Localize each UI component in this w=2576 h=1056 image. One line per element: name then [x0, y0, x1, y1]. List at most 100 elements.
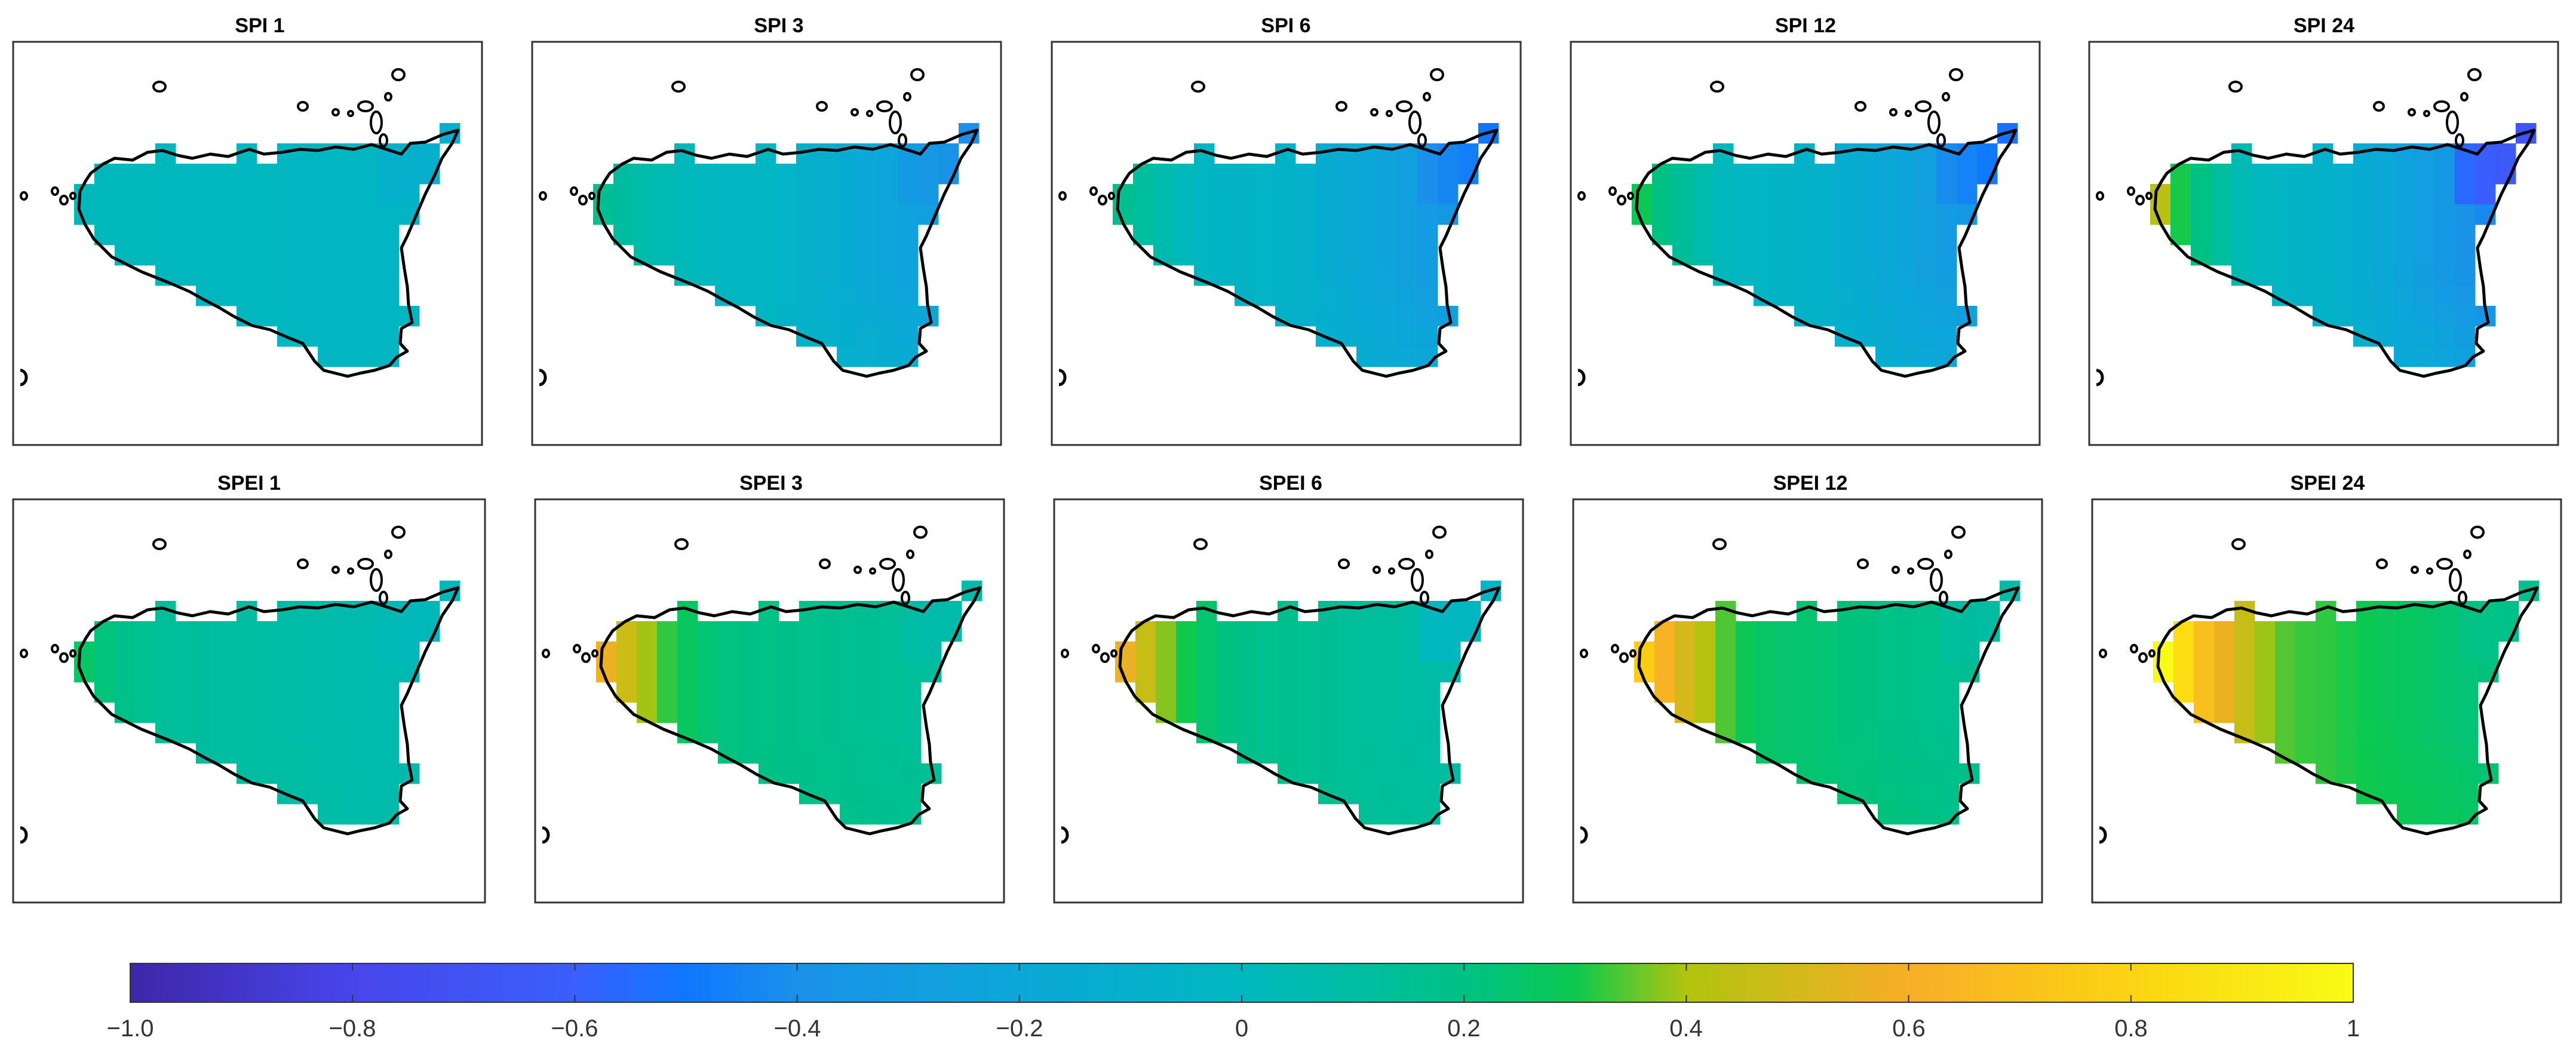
grid-cell: [2316, 641, 2336, 662]
grid-cell: [1898, 763, 1919, 784]
grid-cell: [2437, 784, 2458, 805]
grid-cell: [695, 184, 716, 205]
grid-cell: [2211, 204, 2232, 225]
grid-cell: [1135, 662, 1156, 683]
grid-cell: [695, 164, 716, 185]
grid-cell: [1196, 621, 1217, 642]
grid-cell: [2434, 184, 2455, 205]
grid-cell: [2397, 682, 2418, 703]
grid-cell: [2292, 164, 2313, 185]
grid-cell: [1837, 763, 1858, 784]
grid-cell: [338, 346, 359, 367]
grid-cell: [2455, 265, 2476, 286]
grid-cell: [677, 621, 698, 642]
map-frame: [2091, 498, 2562, 904]
grid-cell: [756, 164, 776, 185]
grid-cell: [698, 662, 719, 683]
grid-cell: [1715, 621, 1736, 642]
grid-cell: [2374, 225, 2394, 245]
grid-cell: [1878, 682, 1899, 703]
grid-cell: [2374, 286, 2394, 306]
grid-cell: [1440, 641, 1461, 662]
grid-cell: [257, 682, 278, 703]
grid-cell: [735, 184, 756, 205]
grid-cell: [1153, 204, 1174, 225]
grid-cell: [2417, 743, 2438, 764]
grid-cell: [1417, 225, 1438, 245]
grid-cell: [2455, 306, 2476, 327]
grid-cell: [738, 641, 759, 662]
grid-cell: [176, 723, 196, 744]
grid-cell: [1420, 621, 1441, 642]
grid-cell: [901, 641, 922, 662]
grid-cell: [1776, 621, 1797, 642]
grid-cell: [1316, 286, 1337, 306]
map-frame: [1053, 498, 1524, 904]
grid-cell: [216, 702, 237, 723]
grid-cell: [1936, 306, 1957, 327]
small-island-outline: [1193, 538, 1208, 550]
grid-cell: [1794, 184, 1815, 205]
small-island-outline: [2467, 68, 2482, 81]
small-island-outline: [1386, 110, 1393, 117]
grid-cell: [1837, 662, 1858, 683]
grid-cell: [1156, 641, 1177, 662]
small-island-outline: [331, 108, 340, 116]
grid-cell: [759, 702, 779, 723]
grid-cell: [1875, 346, 1896, 367]
grid-cell: [877, 204, 898, 225]
small-island-outline: [1889, 108, 1898, 116]
grid-cell: [2231, 164, 2252, 185]
grid-cell: [1896, 225, 1917, 245]
grid-cell: [1814, 204, 1835, 225]
grid-cell: [816, 225, 837, 245]
grid-cell: [1632, 184, 1653, 205]
grid-cell: [1399, 804, 1420, 825]
grid-cell: [1115, 641, 1136, 662]
grid-cell: [277, 265, 298, 286]
pantelleria-outline: [2099, 826, 2107, 844]
grid-cell: [735, 164, 756, 185]
grid-cell: [2377, 723, 2397, 744]
grid-cell: [1896, 184, 1917, 205]
grid-cell: [237, 621, 257, 642]
sicily-coastline: [2153, 128, 2536, 378]
grid-cell: [921, 641, 942, 662]
grid-cell: [2455, 184, 2476, 205]
grid-cell: [1918, 723, 1939, 744]
grid-cell: [2434, 286, 2455, 306]
grid-cell: [196, 164, 217, 185]
grid-cell: [2255, 621, 2276, 642]
grid-cell: [1896, 306, 1917, 327]
grid-cell: [880, 763, 901, 784]
grid-cell: [1356, 346, 1377, 367]
grid-cell: [1298, 621, 1319, 642]
small-island-outline: [59, 195, 69, 205]
pantelleria-outline: [539, 369, 547, 386]
grid-cell: [2377, 743, 2397, 764]
grid-cell: [297, 662, 318, 683]
grid-cell: [1695, 662, 1716, 683]
grid-cell: [2434, 225, 2455, 245]
small-island-outline: [1110, 649, 1117, 658]
grid-cell: [237, 164, 257, 185]
grid-cell: [1316, 245, 1337, 266]
grid-cell: [2434, 326, 2455, 347]
grid-cell: [297, 621, 318, 642]
grid-cell: [857, 265, 878, 286]
grid-cell: [857, 286, 878, 306]
grid-cell: [419, 143, 440, 164]
grid-cell: [796, 245, 817, 266]
grid-cell: [715, 245, 736, 266]
grid-cell: [1936, 164, 1957, 185]
colorbar-tick-label: −0.8: [329, 1015, 376, 1042]
colorbar-tick-label: 0: [1235, 1015, 1248, 1042]
grid-cell: [2394, 286, 2415, 306]
grid-cell: [176, 682, 196, 703]
grid-cell: [819, 723, 840, 744]
grid-cell: [2478, 641, 2499, 662]
grid-cell: [2336, 743, 2357, 764]
grid-cell: [196, 702, 217, 723]
grid-cell: [1916, 204, 1937, 225]
grid-cell: [1295, 225, 1316, 245]
